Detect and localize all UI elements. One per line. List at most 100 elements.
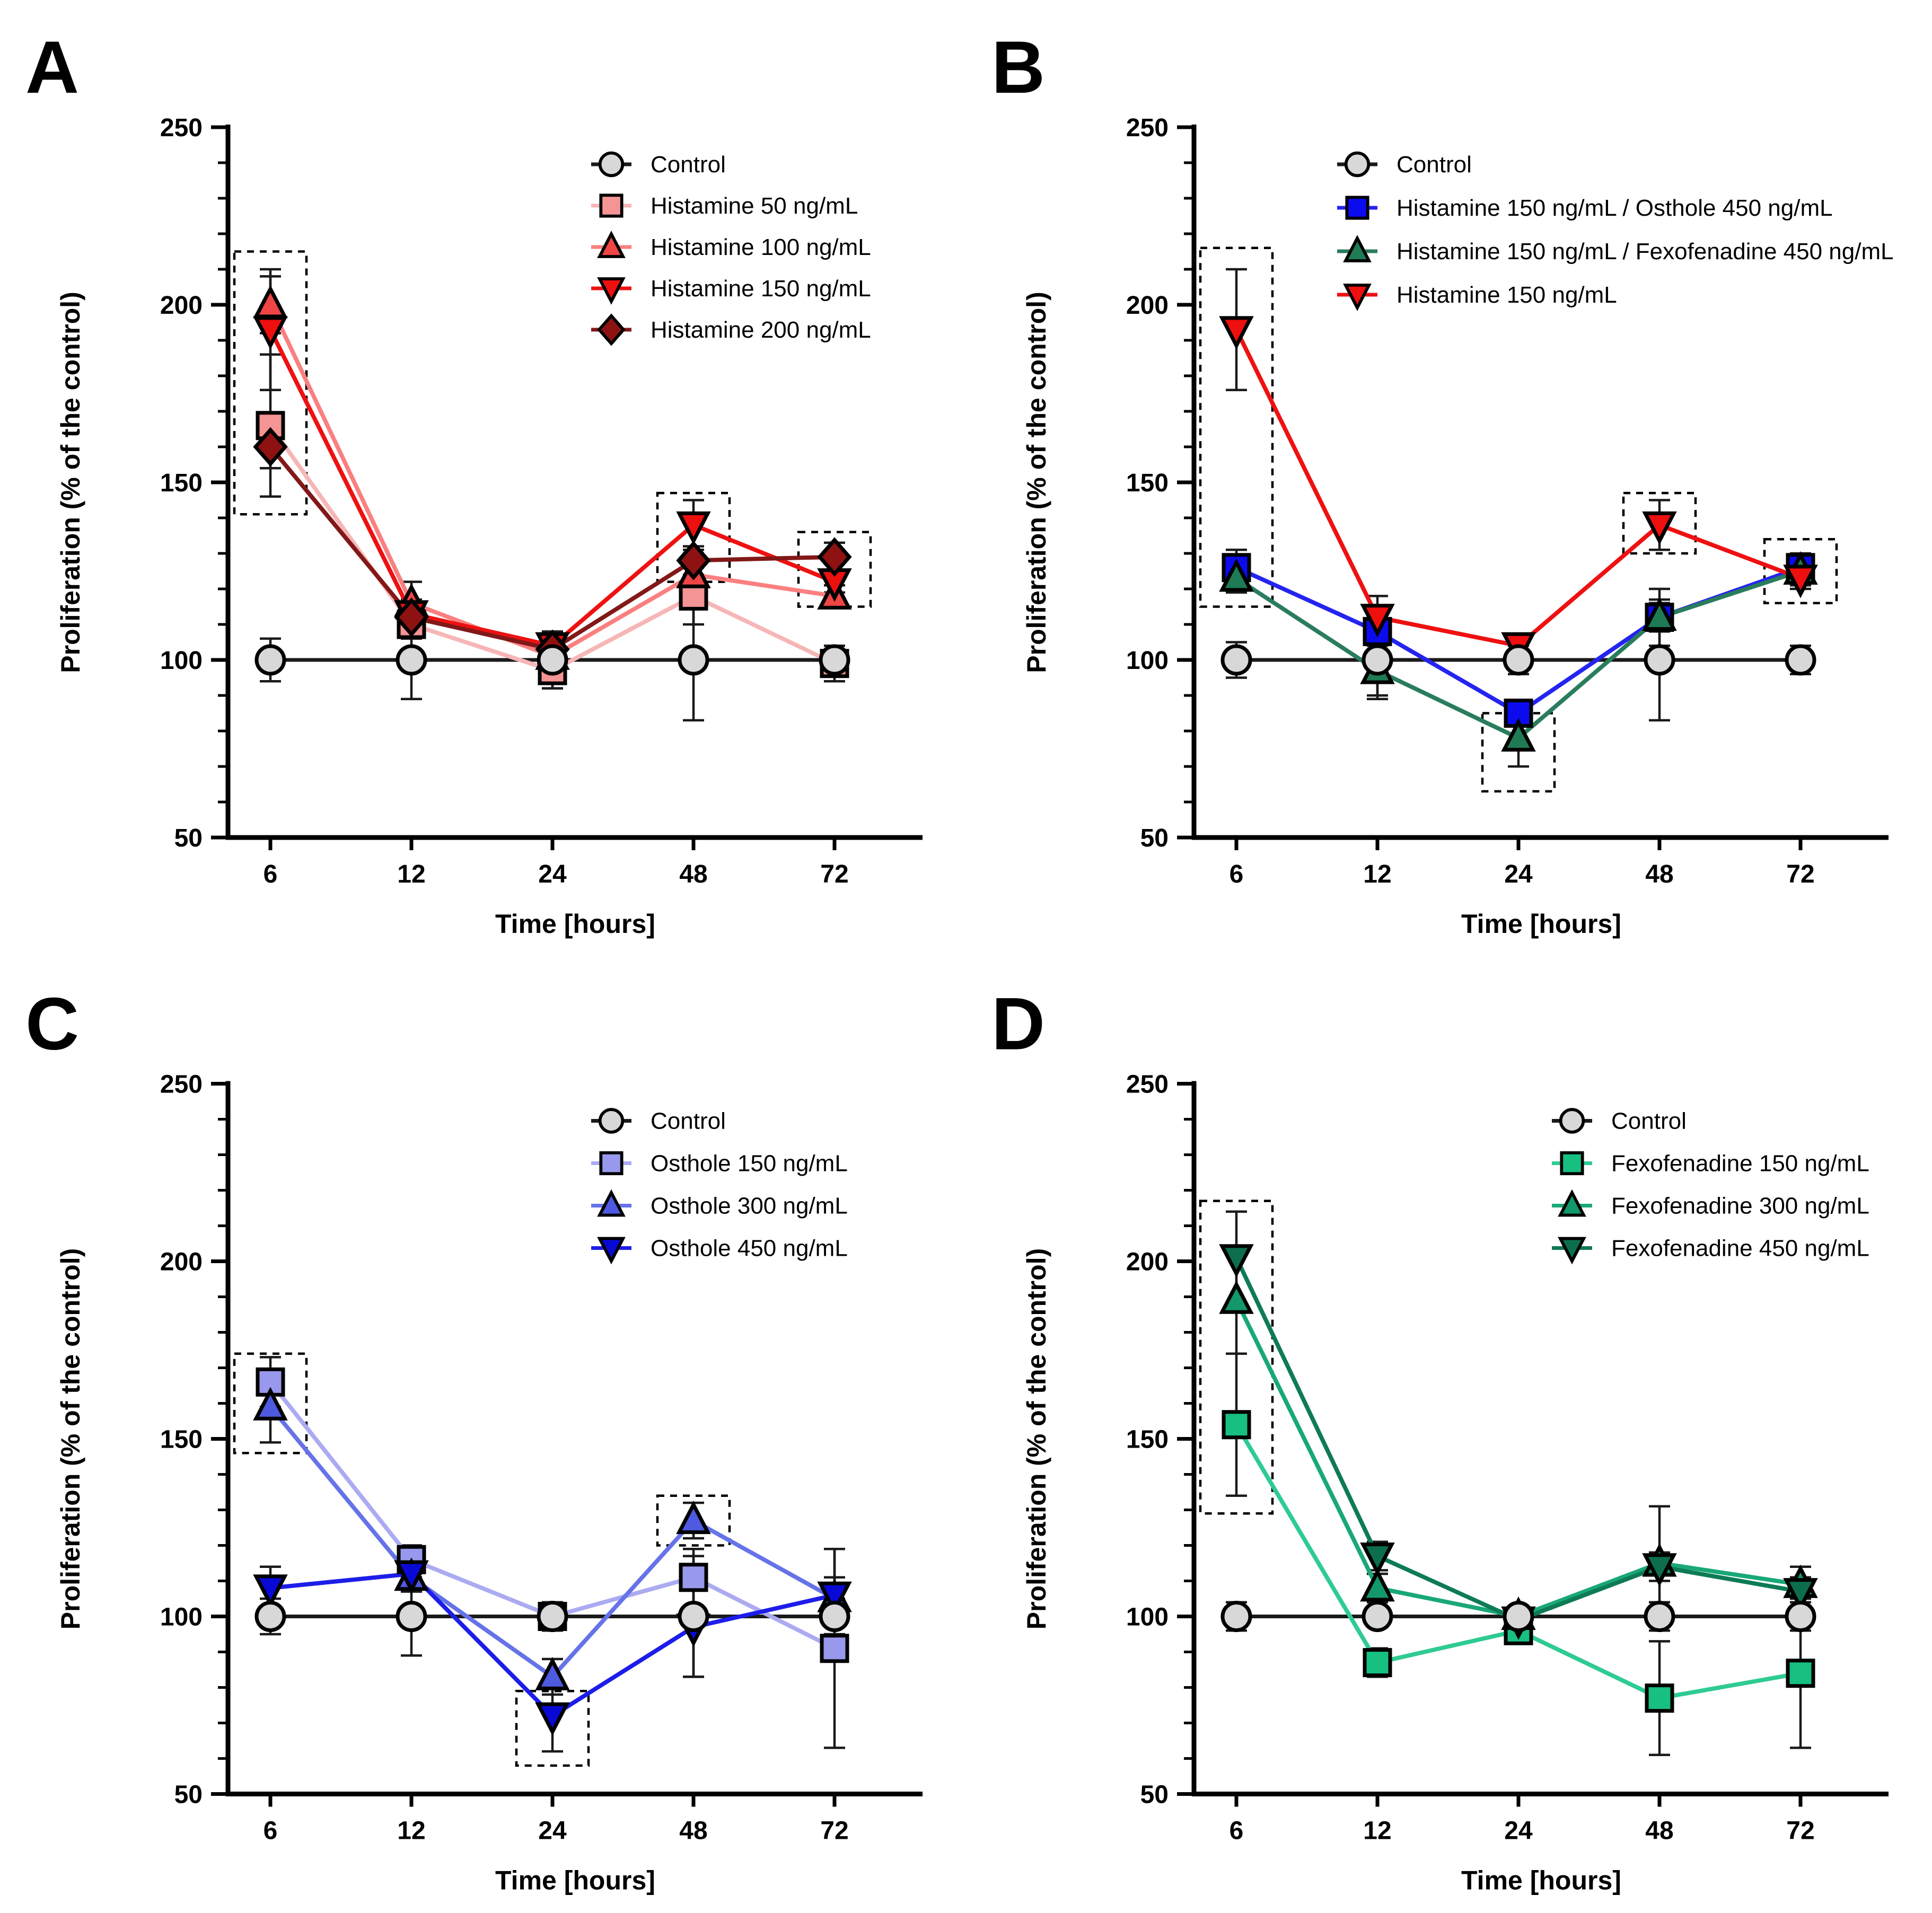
panel-c: C 50 100 150 200 250 6 12 24 48 72 Time [hours] Prol… xyxy=(0,956,966,1913)
legend-label: Histamine 200 ng/mL xyxy=(651,317,871,343)
legend-item-osthole-150-ng-ml: Osthole 150 ng/mL xyxy=(591,1151,848,1177)
marker-circle xyxy=(1785,1601,1816,1632)
y-tick-label: 250 xyxy=(1126,114,1169,142)
marker-triangle-up xyxy=(1360,1568,1395,1602)
marker-triangle-up xyxy=(676,1501,711,1535)
legend-label: Histamine 150 ng/mL xyxy=(651,276,871,302)
legend-marker-diamond xyxy=(597,313,626,346)
y-tick-label: 250 xyxy=(160,1071,203,1099)
sig-box xyxy=(233,250,308,516)
marker-circle xyxy=(1644,644,1675,676)
legend-item-osthole-450-ng-ml: Osthole 450 ng/mL xyxy=(591,1236,848,1265)
marker-circle xyxy=(819,1601,850,1632)
x-tick-label: 48 xyxy=(679,1817,707,1845)
marker-triangle-down xyxy=(676,511,711,545)
x-axis-title: Time [hours] xyxy=(1461,909,1621,939)
marker-circle xyxy=(1220,1601,1252,1632)
series-line-fexofenadine-150-ng-ml xyxy=(1234,1423,1801,1700)
y-tick-label: 50 xyxy=(174,1781,203,1809)
x-tick-label: 24 xyxy=(1504,860,1533,888)
legend-marker-triangle-up xyxy=(597,1189,626,1217)
legend-label: Control xyxy=(651,1108,726,1134)
x-tick-label: 72 xyxy=(820,1817,848,1845)
marker-square xyxy=(820,1634,849,1663)
legend-item-histamine-150-ng-ml: Histamine 150 ng/mL xyxy=(591,276,871,305)
legend-item-histamine-150-ng-ml: Histamine 150 ng/mL xyxy=(1337,282,1617,311)
legend-marker-triangle-down xyxy=(597,277,626,305)
y-tick-label: 200 xyxy=(160,292,203,320)
marker-triangle-down xyxy=(1219,1244,1254,1278)
series-histamine-200-ng-ml xyxy=(253,427,852,669)
series-control xyxy=(1220,644,1816,676)
marker-circle xyxy=(678,1601,709,1632)
series-line-histamine-100-ng-ml xyxy=(268,304,835,659)
marker-triangle-up xyxy=(253,1387,288,1421)
marker-circle xyxy=(678,644,709,676)
x-tick-label: 6 xyxy=(264,860,278,888)
legend-marker-triangle-up xyxy=(597,231,626,258)
y-tick-label: 150 xyxy=(160,469,203,497)
legend-label: Control xyxy=(651,152,726,178)
marker-square xyxy=(1786,1659,1815,1688)
marker-circle xyxy=(1503,1601,1534,1632)
y-tick-label: 50 xyxy=(1140,824,1169,852)
chart-b: B 50 100 150 200 250 6 12 24 48 72 Time [hours] Prol… xyxy=(991,25,1894,939)
legend-marker-square xyxy=(1560,1151,1584,1176)
marker-diamond xyxy=(253,427,288,467)
x-tick-label: 72 xyxy=(1786,1817,1814,1845)
y-tick-label: 100 xyxy=(1126,1603,1169,1632)
marker-circle xyxy=(1785,644,1816,676)
panel-letter: C xyxy=(25,982,79,1065)
x-tick-label: 6 xyxy=(264,1817,278,1845)
marker-triangle-up xyxy=(1642,597,1677,631)
legend-item-fexofenadine-450-ng-ml: Fexofenadine 450 ng/mL xyxy=(1552,1236,1869,1265)
marker-triangle-down xyxy=(1360,1542,1395,1576)
x-tick-label: 24 xyxy=(1504,1817,1533,1845)
series-fexofenadine-150-ng-ml xyxy=(1222,1410,1815,1713)
axes: 50 100 150 200 250 6 12 24 48 72 xyxy=(160,1071,923,1845)
marker-circle xyxy=(819,644,850,676)
marker-triangle-down xyxy=(817,1581,852,1615)
y-tick-label: 100 xyxy=(160,1603,203,1632)
marker-triangle-down xyxy=(253,316,288,350)
legend-item-fexofenadine-150-ng-ml: Fexofenadine 150 ng/mL xyxy=(1552,1151,1869,1177)
legend-marker-circle xyxy=(598,1108,625,1134)
y-tick-label: 150 xyxy=(1126,469,1169,497)
legend-marker-triangle-down xyxy=(1558,1237,1586,1265)
legend-item-histamine-50-ng-ml: Histamine 50 ng/mL xyxy=(591,193,858,219)
marker-triangle-down xyxy=(394,1560,429,1594)
legend-item-histamine-150-ng-ml-fexofenadine-450-ng-ml: Histamine 150 ng/mL / Fexofenadine 450 n… xyxy=(1337,235,1894,265)
marker-square xyxy=(1504,699,1533,728)
y-tick-label: 100 xyxy=(160,647,203,675)
legend-item-histamine-200-ng-ml: Histamine 200 ng/mL xyxy=(591,313,871,346)
legend: Control Fexofenadine 150 ng/mL Fexofenadin… xyxy=(1552,1108,1869,1265)
legend-marker-triangle-down xyxy=(1343,284,1372,311)
y-axis-title: Proliferation (% of the control) xyxy=(1022,1248,1051,1629)
y-tick-label: 50 xyxy=(174,824,203,852)
marker-triangle-down xyxy=(1219,316,1254,350)
y-axis-title: Proliferation (% of the control) xyxy=(56,1248,85,1629)
marker-diamond xyxy=(394,597,429,637)
legend-label: Histamine 150 ng/mL / Osthole 450 ng/mL xyxy=(1397,195,1833,221)
marker-circle xyxy=(537,644,568,676)
legend-item-control: Control xyxy=(1552,1108,1687,1134)
legend-label: Fexofenadine 300 ng/mL xyxy=(1611,1193,1869,1219)
y-tick-label: 200 xyxy=(160,1248,203,1276)
marker-circle xyxy=(1220,644,1252,676)
sig-box xyxy=(656,1494,731,1547)
series-control xyxy=(254,1601,850,1632)
marker-diamond xyxy=(676,541,711,580)
legend-item-control: Control xyxy=(591,151,726,178)
series-histamine-150-ng-ml xyxy=(253,316,852,666)
chart-c: C 50 100 150 200 250 6 12 24 48 72 Time [hours] Prol… xyxy=(25,982,923,1896)
marker-triangle-up xyxy=(1219,558,1254,592)
legend-label: Osthole 300 ng/mL xyxy=(651,1193,848,1219)
y-tick-label: 150 xyxy=(160,1426,203,1454)
y-tick-label: 250 xyxy=(1126,1071,1169,1099)
marker-circle xyxy=(1362,644,1393,676)
legend-label: Fexofenadine 150 ng/mL xyxy=(1611,1151,1869,1177)
marker-triangle-up xyxy=(535,1656,570,1690)
x-tick-label: 48 xyxy=(1645,860,1673,888)
x-tick-label: 12 xyxy=(1363,1817,1391,1845)
marker-circle xyxy=(1362,1601,1393,1632)
